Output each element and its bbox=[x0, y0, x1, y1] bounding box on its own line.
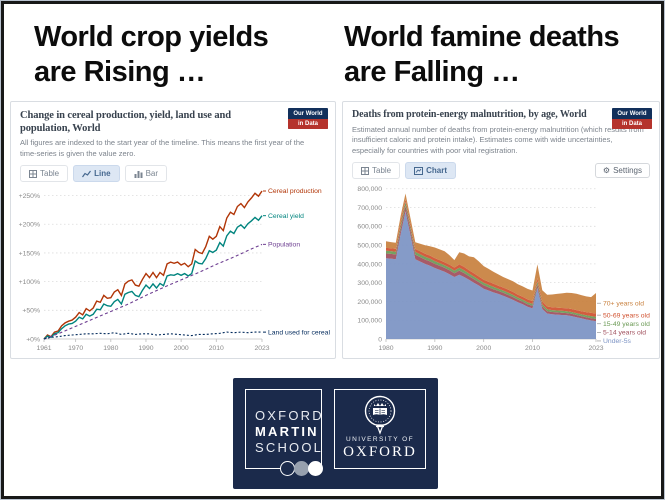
tab-line-label: Line bbox=[94, 169, 111, 179]
svg-text:300,000: 300,000 bbox=[357, 280, 382, 287]
svg-text:1970: 1970 bbox=[68, 345, 83, 352]
oxford-crest-icon bbox=[364, 395, 396, 435]
svg-text:1980: 1980 bbox=[103, 345, 118, 352]
svg-text:Cereal yield: Cereal yield bbox=[268, 213, 304, 220]
owid-logo-top: Our World bbox=[293, 111, 323, 117]
svg-text:Under-5s: Under-5s bbox=[603, 338, 632, 345]
heading-left-line1: World crop yields bbox=[34, 21, 269, 53]
oxford-martin-square: OXFORD MARTIN SCHOOL bbox=[245, 389, 322, 469]
logo-school-text: SCHOOL bbox=[255, 440, 324, 455]
malnutrition-chart-card: Our World in Data Deaths from protein-en… bbox=[342, 101, 660, 359]
svg-text:1980: 1980 bbox=[378, 345, 393, 352]
tab-bar[interactable]: Bar bbox=[124, 165, 168, 183]
table-icon bbox=[361, 166, 369, 175]
svg-text:2023: 2023 bbox=[588, 345, 603, 352]
svg-text:600,000: 600,000 bbox=[357, 224, 382, 231]
heading-right-line2: are Falling … bbox=[344, 55, 520, 88]
university-of-text: UNIVERSITY OF bbox=[346, 436, 414, 443]
svg-text:1990: 1990 bbox=[427, 345, 442, 352]
heading-left-line2: are Rising … bbox=[34, 55, 206, 88]
svg-text:+0%: +0% bbox=[26, 336, 40, 343]
svg-text:50-69 years old: 50-69 years old bbox=[603, 312, 650, 319]
settings-label: Settings bbox=[613, 166, 642, 175]
tab-table-label: Table bbox=[372, 166, 392, 175]
owid-logo: Our World in Data bbox=[612, 108, 652, 129]
svg-text:+250%: +250% bbox=[19, 193, 40, 200]
svg-text:500,000: 500,000 bbox=[357, 242, 382, 249]
cereal-chart-tabs: Table Line Bar bbox=[20, 165, 326, 183]
settings-button[interactable]: ⚙ Settings bbox=[594, 163, 650, 178]
svg-text:100,000: 100,000 bbox=[357, 318, 382, 325]
svg-text:700,000: 700,000 bbox=[357, 205, 382, 212]
logo-dot-white bbox=[308, 461, 323, 476]
owid-logo-top: Our World bbox=[617, 111, 647, 117]
svg-text:2010: 2010 bbox=[209, 345, 224, 352]
logo-dot-gray bbox=[294, 461, 309, 476]
malnutrition-chart-tabs: Table Chart ⚙ Settings bbox=[352, 162, 650, 179]
svg-text:400,000: 400,000 bbox=[357, 261, 382, 268]
owid-logo-bottom: in Data bbox=[288, 119, 328, 129]
cereal-chart-card: Our World in Data Change in cereal produ… bbox=[10, 101, 336, 359]
tab-chart-label: Chart bbox=[426, 166, 448, 175]
svg-text:1990: 1990 bbox=[138, 345, 153, 352]
malnutrition-chart-title: Deaths from protein-energy malnutrition,… bbox=[352, 109, 587, 120]
oxford-martin-logo: OXFORD MARTIN SCHOOL UNIVERSITY OF OXF bbox=[233, 378, 438, 489]
svg-text:15-49 years old: 15-49 years old bbox=[603, 321, 650, 328]
owid-logo: Our World in Data bbox=[288, 108, 328, 129]
svg-text:+200%: +200% bbox=[19, 222, 40, 229]
cereal-line-chart: +0% +50% +100% +150% +200% +250% 1961 1970 1980 1… bbox=[19, 188, 331, 352]
logo-oxford-text: OXFORD bbox=[255, 408, 324, 423]
line-chart-icon bbox=[82, 170, 92, 178]
logo-dot-navy bbox=[280, 461, 295, 476]
gear-icon: ⚙ bbox=[602, 165, 611, 175]
svg-text:2023: 2023 bbox=[254, 345, 269, 352]
svg-text:2010: 2010 bbox=[525, 345, 540, 352]
tab-table[interactable]: Table bbox=[20, 165, 69, 183]
svg-text:+50%: +50% bbox=[22, 308, 40, 315]
svg-text:800,000: 800,000 bbox=[357, 186, 382, 193]
cereal-chart-title: Change in cereal production, yield, land… bbox=[20, 110, 231, 135]
svg-text:0: 0 bbox=[378, 336, 382, 343]
tab-bar-label: Bar bbox=[145, 169, 159, 179]
chart-icon bbox=[414, 166, 424, 175]
svg-text:Population: Population bbox=[268, 242, 300, 249]
tab-chart[interactable]: Chart bbox=[405, 162, 457, 179]
malnutrition-chart-subtitle: Estimated annual number of deaths from p… bbox=[352, 124, 644, 155]
bar-chart-icon bbox=[134, 170, 143, 178]
tab-line[interactable]: Line bbox=[73, 165, 120, 183]
malnutrition-area-chart: 0 100,000 200,000 300,000 400,000 500,000 600,… bbox=[357, 186, 650, 352]
table-icon bbox=[29, 169, 37, 178]
svg-text:5-14 years old: 5-14 years old bbox=[603, 330, 646, 337]
logo-martin-text: MARTIN bbox=[255, 424, 319, 439]
university-of-oxford-square: UNIVERSITY OF OXFORD bbox=[334, 389, 426, 469]
tab-table-label: Table bbox=[40, 169, 60, 179]
svg-text:Cereal production: Cereal production bbox=[268, 188, 322, 195]
heading-right: World famine deaths are Falling … bbox=[344, 20, 662, 90]
cereal-chart-subtitle: All figures are indexed to the start yea… bbox=[20, 138, 305, 158]
svg-text:+150%: +150% bbox=[19, 250, 40, 257]
svg-text:2000: 2000 bbox=[476, 345, 491, 352]
heading-right-line1: World famine deaths bbox=[344, 21, 620, 53]
svg-text:70+ years old: 70+ years old bbox=[603, 300, 644, 307]
owid-logo-bottom: in Data bbox=[612, 119, 652, 129]
heading-left: World crop yields are Rising … bbox=[34, 20, 334, 90]
svg-text:2000: 2000 bbox=[174, 345, 189, 352]
svg-text:+100%: +100% bbox=[19, 279, 40, 286]
svg-text:1961: 1961 bbox=[36, 345, 51, 352]
oxford-serif-text: OXFORD bbox=[343, 444, 417, 460]
svg-text:Land used for cereal: Land used for cereal bbox=[268, 329, 330, 336]
tab-table[interactable]: Table bbox=[352, 162, 401, 179]
svg-text:200,000: 200,000 bbox=[357, 299, 382, 306]
